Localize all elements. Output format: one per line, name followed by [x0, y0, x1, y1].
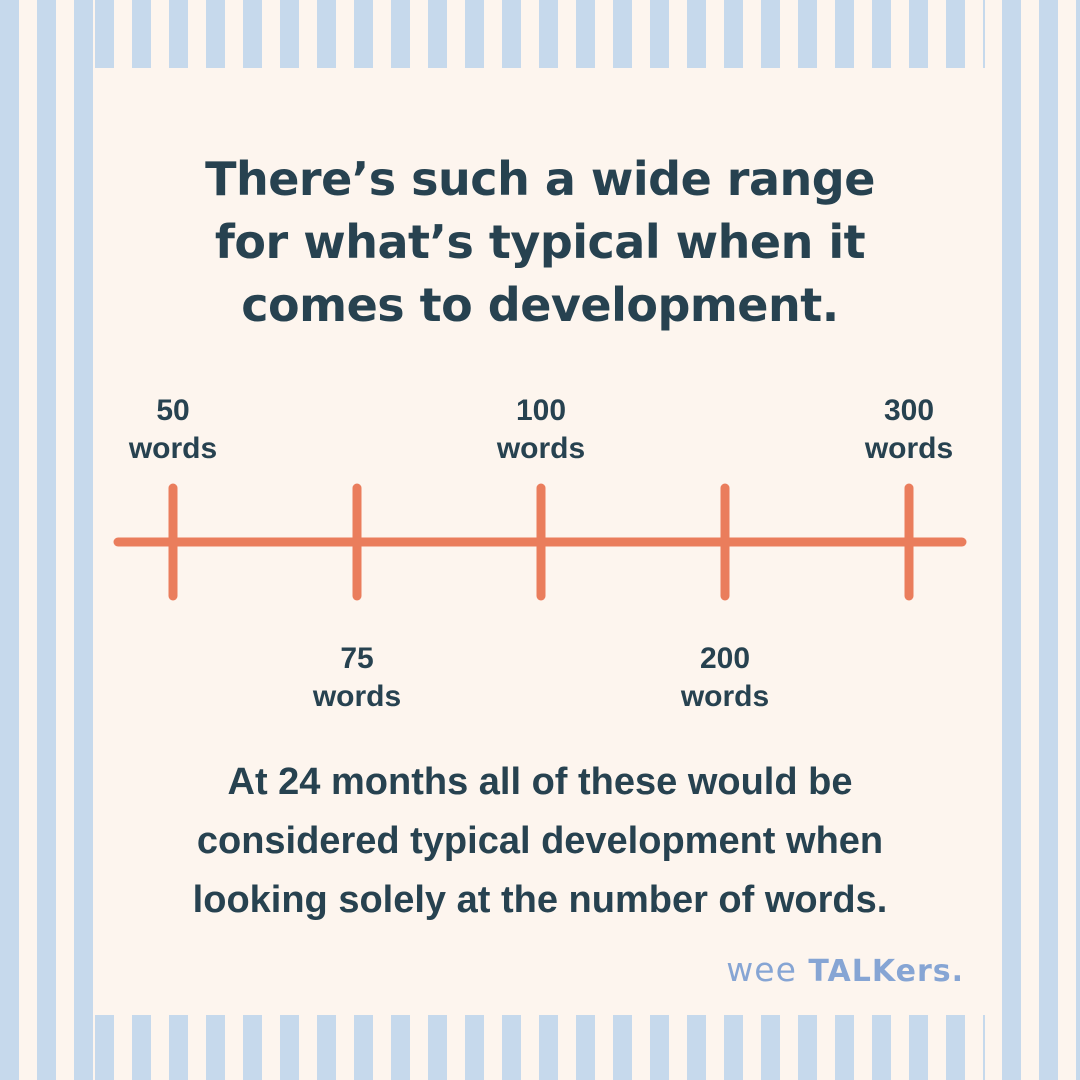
marker-number: 75: [340, 642, 373, 675]
marker-unit: words: [128, 432, 217, 465]
brand-word-talkers: TALKers: [808, 954, 952, 989]
headline-line: for what’s typical when it: [214, 215, 866, 269]
marker-unit: words: [496, 432, 585, 465]
caption: At 24 months all of these would be consi…: [110, 753, 970, 930]
marker-unit: words: [864, 432, 953, 465]
brand-word-wee: wee: [726, 950, 797, 989]
bottom-stripe-border: [95, 1015, 985, 1080]
brand-logo: wee TALKers.: [726, 950, 964, 989]
right-stripe-border: [984, 0, 1080, 1080]
top-stripe-border: [95, 0, 985, 68]
caption-line: At 24 months all of these would be: [227, 761, 853, 803]
headline-line: comes to development.: [241, 278, 839, 332]
marker-number: 200: [700, 642, 750, 675]
left-stripe-border: [0, 0, 96, 1080]
marker-unit: words: [312, 680, 401, 713]
marker-unit: words: [680, 680, 769, 713]
marker-number: 300: [884, 394, 934, 427]
marker-number: 50: [156, 394, 189, 427]
caption-line: considered typical development when: [196, 820, 884, 862]
caption-line: looking solely at the number of words.: [192, 879, 888, 921]
marker-number: 100: [516, 394, 566, 427]
brand-dot: .: [951, 954, 964, 989]
headline: There’s such a wide range for what’s typ…: [120, 148, 960, 337]
headline-line: There’s such a wide range: [205, 152, 875, 206]
